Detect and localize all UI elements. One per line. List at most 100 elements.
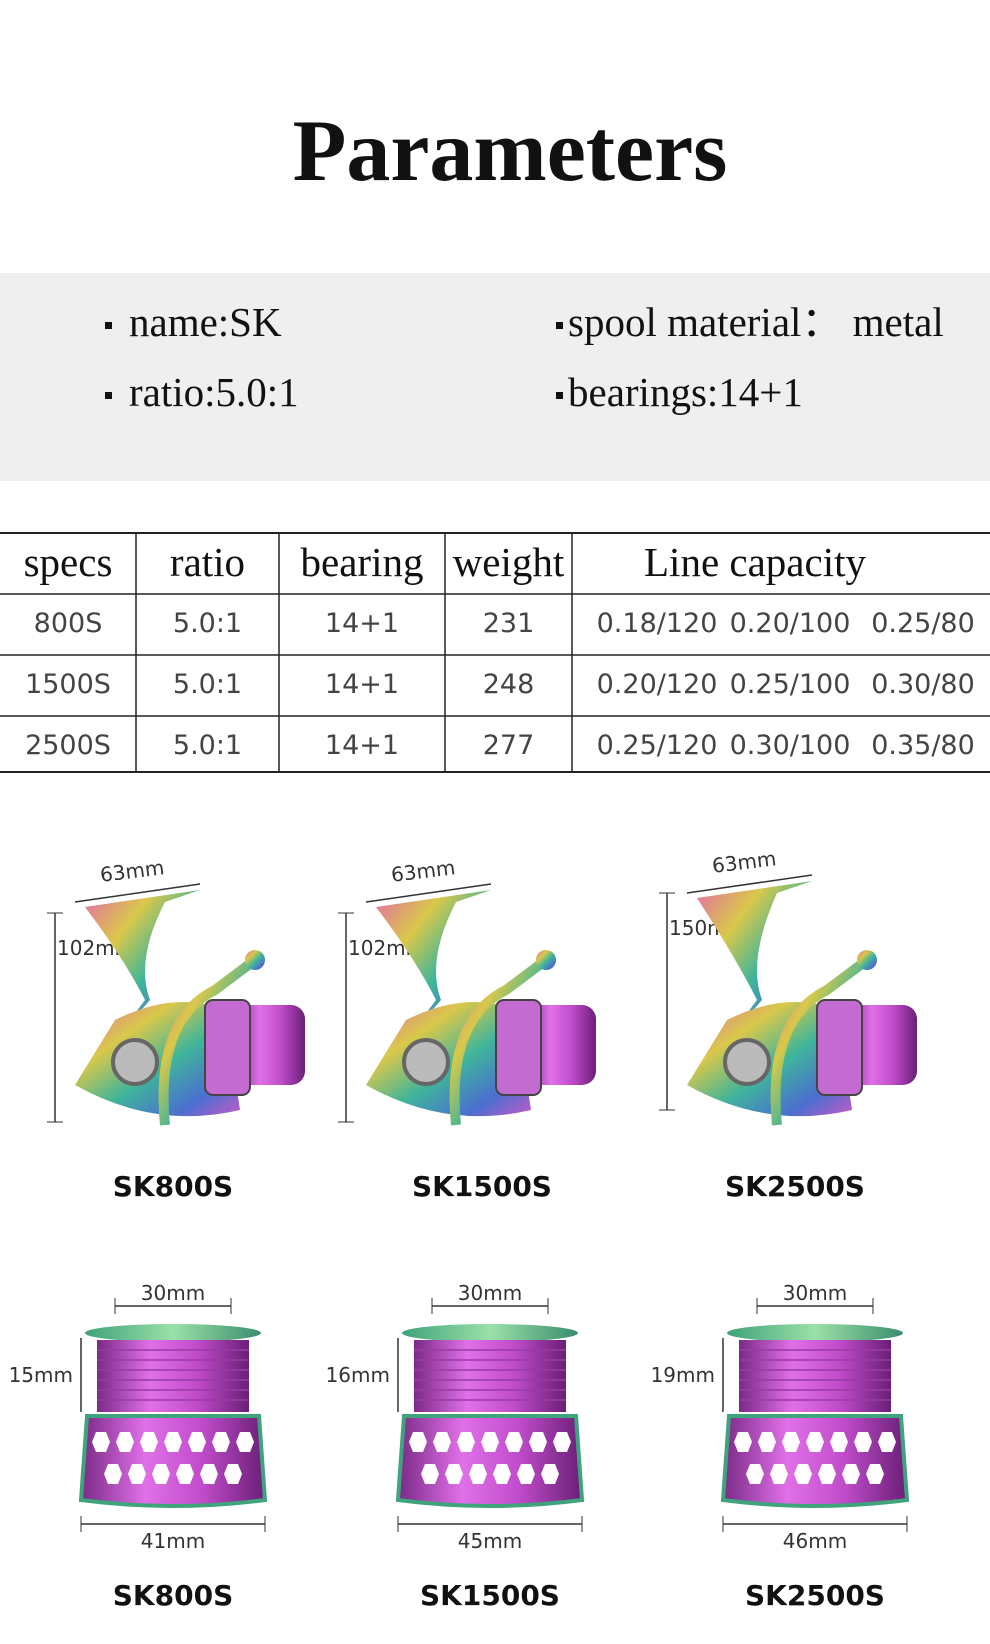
bullet	[105, 392, 112, 399]
bottom-label: 45mm	[458, 1529, 522, 1553]
spool-label: SK1500S	[420, 1579, 560, 1612]
spool-hole	[128, 1464, 146, 1484]
table-cell: 0.35/80	[871, 730, 975, 761]
spool-hole	[104, 1464, 122, 1484]
spool-hole	[236, 1432, 254, 1452]
spool-hole	[770, 1464, 788, 1484]
table-cell: 14+1	[325, 669, 399, 700]
spool-hole	[493, 1464, 511, 1484]
width-label: 63mm	[711, 846, 778, 878]
table-cell: 277	[483, 730, 535, 761]
table-cell: 0.20/120	[597, 669, 718, 700]
spool-skirt	[395, 1414, 585, 1508]
bullet	[105, 322, 112, 329]
reel-bail	[158, 956, 258, 1126]
param: name:SK	[129, 299, 282, 345]
table-cell: 248	[483, 669, 535, 700]
spool-hole	[224, 1464, 242, 1484]
param: spool material： metal	[568, 299, 944, 345]
table-cell: 1500S	[25, 669, 111, 700]
reel-skirt	[495, 999, 542, 1096]
param: bearings:14+1	[568, 369, 803, 415]
spool-hole	[830, 1432, 848, 1452]
spool-hole	[445, 1464, 463, 1484]
param: ratio:5.0:1	[129, 369, 299, 415]
table-cell: 0.25/80	[871, 608, 975, 639]
bullet	[556, 322, 563, 329]
spool-skirt	[78, 1414, 268, 1508]
table-cell: 0.20/100	[730, 608, 851, 639]
reel-knob	[402, 1038, 450, 1086]
reel-bail	[449, 956, 549, 1126]
spool-hole	[140, 1432, 158, 1452]
top-label: 30mm	[141, 1281, 205, 1305]
table-header: ratio	[170, 539, 245, 585]
table-cell: 14+1	[325, 730, 399, 761]
table-cell: 800S	[34, 608, 103, 639]
reel-spool	[847, 1005, 917, 1085]
spool: 30mm 16mm 45mm SK1500S	[326, 1281, 585, 1612]
spool-rim	[85, 1324, 261, 1342]
reel-knob	[723, 1038, 771, 1086]
bottom-label: 46mm	[783, 1529, 847, 1553]
spool-hole	[409, 1432, 427, 1452]
spool-rim	[402, 1324, 578, 1342]
spool-hole	[553, 1432, 571, 1452]
dim-line	[365, 883, 492, 903]
table-header: Line capacity	[644, 539, 866, 585]
spool-label: SK800S	[113, 1579, 233, 1612]
width-label: 63mm	[99, 855, 166, 887]
reel-skirt	[816, 999, 863, 1096]
spool-hole	[457, 1432, 475, 1452]
reel-roller	[857, 950, 877, 970]
reel-label: SK1500S	[412, 1170, 552, 1203]
spool: 30mm 15mm 41mm SK800S	[9, 1281, 268, 1612]
spool-hole	[92, 1432, 110, 1452]
reel-label: SK800S	[113, 1170, 233, 1203]
spool-hole	[469, 1464, 487, 1484]
spool-rim	[727, 1324, 903, 1342]
spool-hole	[746, 1464, 764, 1484]
spool-hole	[152, 1464, 170, 1484]
spool-label: SK2500S	[745, 1579, 885, 1612]
spool-hole	[481, 1432, 499, 1452]
spool-skirt	[720, 1414, 910, 1508]
spool-hole	[758, 1432, 776, 1452]
spool-hole	[541, 1464, 559, 1484]
reel-roller	[536, 950, 556, 970]
reel-arm	[376, 890, 491, 1040]
spool-hole	[212, 1432, 230, 1452]
table-cell: 0.18/120	[597, 608, 718, 639]
reel-arm	[697, 881, 812, 1040]
spool-hole	[517, 1464, 535, 1484]
width-label: 63mm	[390, 855, 457, 887]
reel-spool	[526, 1005, 596, 1085]
spool-hole	[878, 1432, 896, 1452]
spool-hole	[734, 1432, 752, 1452]
spool-barrel	[97, 1340, 249, 1412]
spool-hole	[433, 1432, 451, 1452]
spool-hole	[529, 1432, 547, 1452]
height-label: 16mm	[326, 1363, 390, 1387]
table-cell: 0.30/80	[871, 669, 975, 700]
height-label: 19mm	[651, 1363, 715, 1387]
table-cell: 0.30/100	[730, 730, 851, 761]
page-title: Parameters	[293, 103, 728, 200]
table-header: specs	[24, 539, 113, 585]
table-cell: 5.0:1	[173, 669, 242, 700]
table-cell: 0.25/120	[597, 730, 718, 761]
reel-spool	[235, 1005, 305, 1085]
table-header: weight	[453, 539, 565, 585]
spool-hole	[116, 1432, 134, 1452]
table-cell: 231	[483, 608, 535, 639]
height-label: 15mm	[9, 1363, 73, 1387]
spool-barrel	[414, 1340, 566, 1412]
spool-hole	[505, 1432, 523, 1452]
spool-hole	[806, 1432, 824, 1452]
dim-line	[686, 874, 813, 894]
reel-arm	[85, 890, 200, 1040]
bullet	[556, 392, 563, 399]
